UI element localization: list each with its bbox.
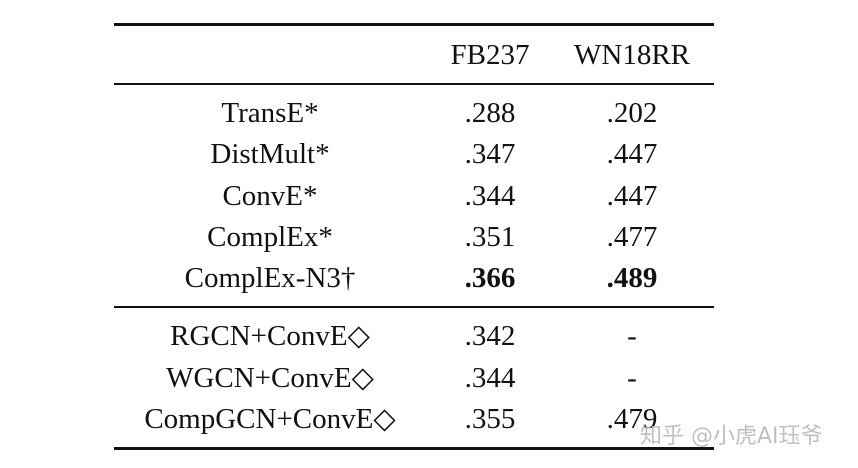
top-rule [114,23,714,26]
cell-method: RGCN+ConvE◇ [170,320,370,352]
cell-fb237: .355 [464,403,516,435]
group-rule [114,306,714,308]
cell-fb237: .351 [464,221,516,253]
cell-wn18rr: - [627,362,637,394]
bottom-rule [114,447,714,450]
cell-wn18rr: .489 [606,262,658,294]
cell-fb237: .366 [464,262,516,294]
cell-method: DistMult* [210,138,330,170]
cell-method: WGCN+ConvE◇ [166,362,374,394]
cell-method: ConvE* [222,180,318,212]
cell-wn18rr: .447 [606,138,658,170]
watermark: 知乎 @小虎AI珏爷 [640,424,823,449]
cell-method: CompGCN+ConvE◇ [144,403,396,435]
header-wn18rr: WN18RR [574,39,690,71]
cell-fb237: .347 [464,138,516,170]
header-fb237: FB237 [450,39,530,71]
cell-method: ComplEx-N3† [184,262,356,294]
cell-wn18rr: - [627,320,637,352]
cell-wn18rr: .202 [606,97,658,129]
cell-method: ComplEx* [207,221,333,253]
cell-wn18rr: .447 [606,180,658,212]
cell-fb237: .342 [464,320,516,352]
cell-fb237: .344 [464,180,516,212]
cell-wn18rr: .479 [606,403,658,435]
cell-fb237: .288 [464,97,516,129]
header-rule [114,83,714,85]
cell-fb237: .344 [464,362,516,394]
cell-method: TransE* [221,97,319,129]
cell-wn18rr: .477 [606,221,658,253]
